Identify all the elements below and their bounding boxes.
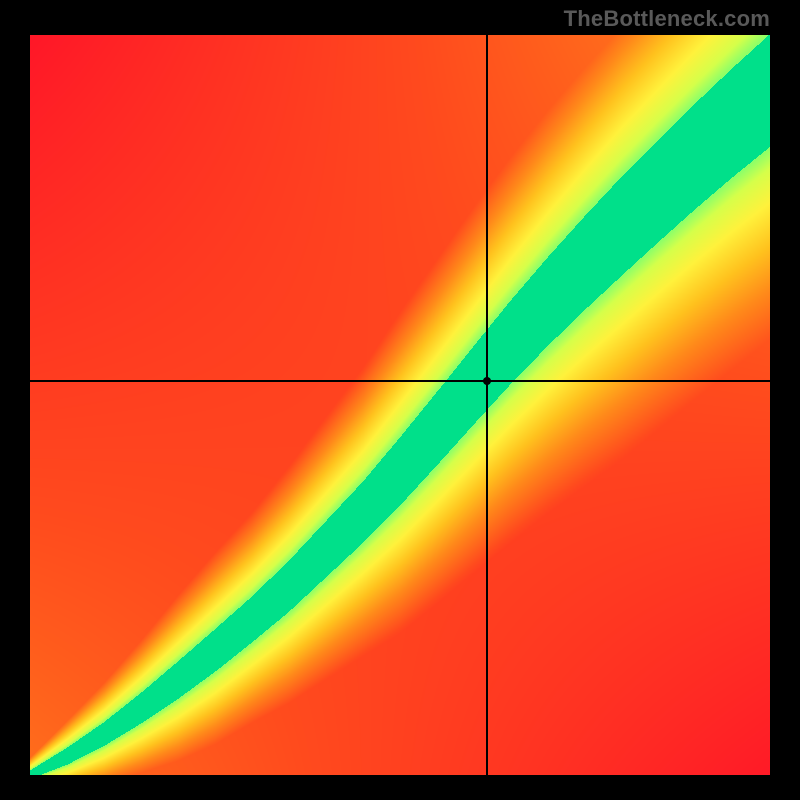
- plot-frame: [30, 35, 770, 775]
- crosshair-horizontal: [30, 380, 770, 382]
- heatmap-canvas: [30, 35, 770, 775]
- data-point-marker: [483, 377, 491, 385]
- chart-container: TheBottleneck.com: [0, 0, 800, 800]
- watermark-text: TheBottleneck.com: [564, 6, 770, 32]
- crosshair-vertical: [486, 35, 488, 775]
